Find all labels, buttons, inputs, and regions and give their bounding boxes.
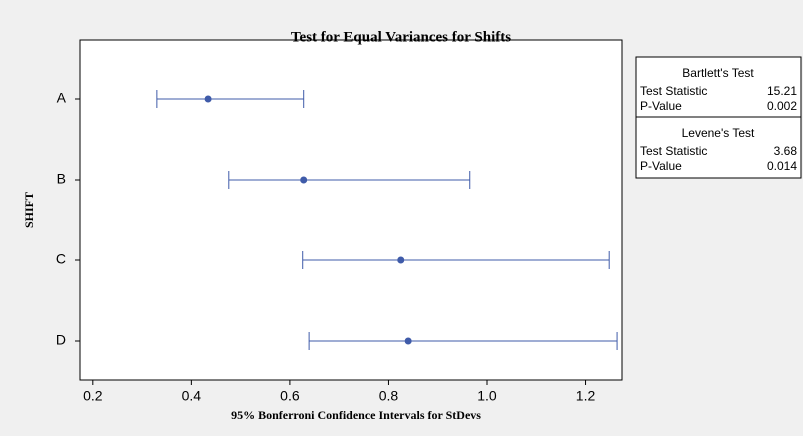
test-value: 0.002 <box>767 99 797 113</box>
chart-title: Test for Equal Variances for Shifts <box>291 29 511 45</box>
x-tick-label: 1.0 <box>477 388 497 404</box>
test-value: 3.68 <box>774 144 798 158</box>
center-point <box>397 256 405 264</box>
test-label: Test Statistic <box>640 84 707 98</box>
y-axis-label: SHIFT <box>22 192 36 228</box>
x-tick-label: 0.2 <box>83 388 103 404</box>
test-label: P-Value <box>640 159 682 173</box>
test-title: Levene's Test <box>682 126 755 140</box>
test-label: P-Value <box>640 99 682 113</box>
x-tick-label: 1.2 <box>576 388 596 404</box>
test-label: Test Statistic <box>640 144 707 158</box>
x-tick-label: 0.4 <box>182 388 202 404</box>
plot-area <box>79 39 623 381</box>
y-tick-label: C <box>56 251 66 267</box>
center-point <box>204 95 212 103</box>
y-tick-label: B <box>57 171 66 187</box>
x-axis-label: 95% Bonferroni Confidence Intervals for … <box>231 408 481 422</box>
test-value: 15.21 <box>767 84 797 98</box>
y-tick-label: A <box>57 90 67 106</box>
x-tick-label: 0.8 <box>379 388 399 404</box>
x-tick-label: 0.6 <box>280 388 300 404</box>
center-point <box>404 337 412 345</box>
y-tick-label: D <box>56 332 66 348</box>
test-title: Bartlett's Test <box>682 66 754 80</box>
test-value: 0.014 <box>767 159 797 173</box>
center-point <box>300 176 308 184</box>
